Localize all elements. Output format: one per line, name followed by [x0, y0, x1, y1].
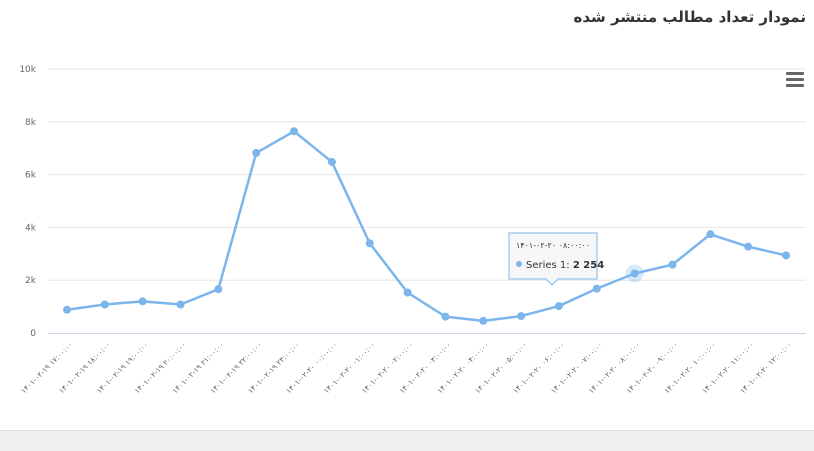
hamburger-menu-icon[interactable] [786, 72, 804, 88]
data-point [63, 305, 71, 314]
data-point [592, 284, 601, 293]
data-point [554, 302, 563, 311]
tooltip-series-label: Series 1: 2 254 [526, 260, 604, 271]
data-point [668, 260, 677, 269]
data-point [479, 316, 488, 325]
tooltip-box [508, 232, 598, 286]
data-point [100, 300, 109, 309]
y-tick-label: 10k [19, 65, 36, 75]
data-point [782, 251, 790, 260]
data-point [176, 300, 185, 309]
y-tick-label: 8k [25, 118, 37, 128]
chart-card: نمودار تعداد مطالب منتشر شده 0 2k 4k 6k 8k 10… [0, 0, 814, 431]
tooltip-value: 2 254 [573, 260, 604, 271]
data-point [706, 230, 715, 239]
y-tick-label: 2k [25, 276, 37, 286]
data-point [517, 312, 526, 321]
data-point [327, 157, 336, 166]
data-point [214, 285, 223, 294]
y-tick-label: 0 [30, 329, 36, 339]
data-point [441, 312, 450, 321]
data-point [744, 242, 753, 251]
data-point [138, 297, 147, 306]
series-line [66, 130, 787, 323]
y-tick-label: 6k [25, 171, 37, 181]
data-point [252, 148, 261, 157]
data-point [290, 127, 299, 136]
y-tick-label: 4k [25, 223, 37, 233]
data-point [365, 239, 374, 248]
data-point [630, 269, 639, 278]
tooltip-series-dot [516, 261, 522, 267]
chart-title: نمودار تعداد مطالب منتشر شده [573, 8, 807, 26]
tooltip-header: ۱۴۰۱-۰۲-۲۰ ۰۸:۰۰:۰۰ [516, 241, 590, 250]
data-point [403, 288, 412, 297]
